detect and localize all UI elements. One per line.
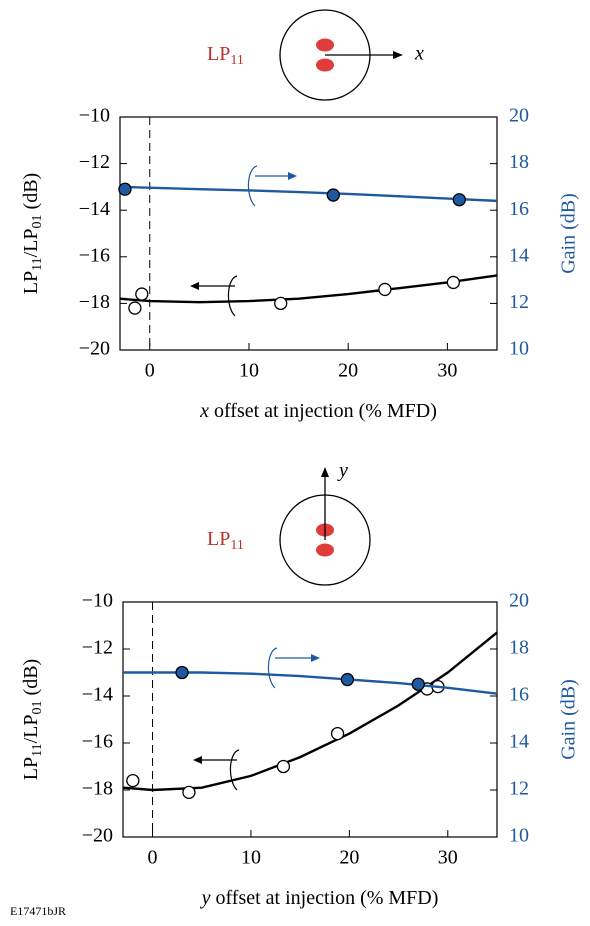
arrow-head — [311, 654, 320, 662]
axis-arrow-label: y — [337, 460, 348, 482]
data-point — [446, 275, 460, 290]
y2-tick-label: 14 — [509, 244, 529, 266]
data-point — [128, 301, 142, 315]
x-tick-label: 20 — [338, 360, 358, 382]
y-tick-label: −14 — [79, 198, 110, 220]
y-tick-label: −14 — [82, 684, 113, 706]
data-point — [326, 188, 340, 202]
y-axis-label-part: LP — [20, 757, 42, 780]
direction-arrow — [192, 275, 238, 317]
y2-tick-label: 12 — [509, 291, 529, 313]
y-tick-label: −20 — [82, 825, 113, 847]
arrow-head — [190, 282, 199, 290]
y-axis-label-part: 01 — [30, 214, 45, 228]
y2-tick-label: 16 — [509, 198, 529, 220]
mode-label: LP11 — [207, 528, 244, 554]
fit-curve — [123, 671, 498, 695]
y2-tick-label: 16 — [509, 684, 529, 706]
arrow-head — [321, 467, 329, 477]
mode-label: LP11 — [207, 43, 244, 69]
plot-frame — [122, 601, 498, 838]
x-axis-label: y offset at injection (% MFD) — [200, 887, 439, 909]
y-axis-label-part: /LP — [20, 714, 42, 743]
fit-curve — [119, 185, 498, 203]
y-tick-label: −18 — [82, 778, 113, 800]
y2-tick-label: 10 — [509, 338, 529, 360]
y-axis-label-part: LP — [20, 271, 42, 294]
x-tick-label: 0 — [148, 847, 158, 869]
data-point — [274, 296, 288, 311]
y-tick-label: −10 — [79, 105, 110, 127]
x-tick-label: 30 — [438, 847, 458, 869]
mode-lobe — [316, 543, 334, 557]
mode-label-base: LP — [207, 528, 230, 550]
fit-curve — [122, 631, 498, 792]
x-axis-label: x offset at injection (% MFD) — [199, 400, 437, 422]
y2-tick-label: 10 — [509, 825, 529, 847]
y-tick-label: −16 — [79, 244, 110, 266]
y-axis-label: LP11/LP01 (dB) — [20, 659, 46, 780]
y2-axis-label: Gain (dB) — [558, 679, 580, 760]
data-point — [135, 287, 149, 301]
y-axis-label-part: (dB) — [20, 659, 42, 701]
y2-tick-label: 18 — [509, 151, 529, 173]
y2-tick-label: 18 — [509, 637, 529, 659]
y2-tick-label: 14 — [509, 731, 529, 753]
x-tick-label: 30 — [437, 360, 457, 382]
y-tick-label: −20 — [79, 338, 110, 360]
mode-lobe — [316, 58, 334, 72]
x-axis-label-part: offset at injection (% MFD) — [210, 887, 438, 909]
y-axis-label-part: (dB) — [20, 173, 42, 215]
x-axis-label-part: offset at injection (% MFD) — [209, 400, 437, 422]
axis-arrow-label: x — [414, 43, 424, 65]
mode-lobe — [316, 38, 334, 52]
y-tick-label: −10 — [82, 590, 113, 612]
y2-tick-label: 20 — [509, 105, 529, 127]
direction-arrow — [267, 647, 318, 689]
data-point — [378, 282, 392, 297]
y-tick-label: −16 — [82, 731, 113, 753]
data-point — [182, 785, 196, 799]
fit-curve — [119, 274, 498, 304]
y-axis-label-part: /LP — [20, 228, 42, 257]
x-tick-label: 0 — [145, 360, 155, 382]
y-axis-label-part: 11 — [30, 257, 45, 270]
data-point — [340, 672, 355, 687]
mode-label-sub: 11 — [230, 53, 243, 68]
arrow-head — [288, 172, 297, 180]
x-tick-label: 10 — [241, 847, 261, 869]
y2-tick-label: 12 — [509, 778, 529, 800]
y2-axis-label: Gain (dB) — [558, 193, 580, 274]
y2-tick-label: 20 — [509, 590, 529, 612]
y-tick-label: −18 — [79, 291, 110, 313]
data-point — [411, 677, 425, 691]
figure-id: E17471bJR — [10, 904, 66, 918]
x-tick-label: 20 — [339, 847, 359, 869]
data-point — [330, 726, 345, 741]
y-axis-label-part: 01 — [30, 700, 45, 714]
y-tick-label: −12 — [79, 151, 110, 173]
mode-label-sub: 11 — [230, 538, 243, 553]
x-axis-label-part: x — [199, 400, 209, 422]
plot-frame — [119, 116, 498, 351]
data-point — [118, 182, 132, 196]
arrow-head — [193, 756, 202, 764]
data-point — [126, 773, 140, 788]
mode-label-base: LP — [207, 43, 230, 65]
y-tick-label: −12 — [82, 637, 113, 659]
data-point — [452, 193, 466, 207]
arrow-head — [393, 51, 403, 59]
x-axis-label-part: y — [200, 887, 211, 909]
y-axis-label: LP11/LP01 (dB) — [20, 173, 46, 294]
data-point — [175, 665, 189, 680]
y-axis-label-part: 11 — [30, 743, 45, 756]
data-point — [276, 759, 291, 774]
x-tick-label: 10 — [239, 360, 259, 382]
direction-arrow — [247, 165, 295, 207]
